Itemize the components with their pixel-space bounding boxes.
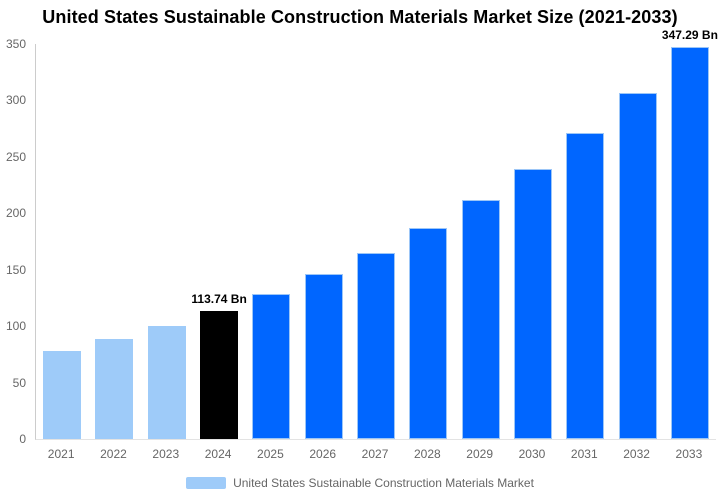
data-label-2033: 347.29 Bn [661,28,718,42]
bar-2021 [43,351,82,439]
bar-column-2027 [350,253,402,439]
bar-column-2030 [507,169,559,439]
chart-title: United States Sustainable Construction M… [42,7,678,27]
bar-column-2025 [245,294,297,439]
y-tick-label-50: 50 [12,375,26,390]
bar-2031 [566,133,605,439]
x-tick-label-2027: 2027 [361,447,389,461]
bar-2028 [409,228,448,439]
x-tick-label-2026: 2026 [309,447,337,461]
bar-column-2032 [611,93,663,439]
bar-2023 [147,326,186,439]
y-tick-label-350: 350 [5,37,26,51]
bar-2025 [252,294,291,439]
bars-container: 113.74 Bn 347.29 Bn [36,28,718,439]
legend: United States Sustainable Construction M… [0,475,720,491]
bar-column-2028 [402,228,454,439]
x-tick-label-2028: 2028 [413,447,441,461]
bar-column-2026 [298,274,350,439]
data-label-2024: 113.74 Bn [191,292,247,306]
y-axis: 0 50 100 150 200 250 300 350 [0,37,26,446]
legend-swatch-icon [186,477,227,489]
y-tick-label-200: 200 [5,206,26,221]
bar-2032 [618,93,657,439]
plot-area: 113.74 Bn 347.29 Bn [35,28,718,440]
x-tick-label-2025: 2025 [257,447,284,461]
bar-2030 [513,169,552,439]
bar-2033 [670,47,709,439]
bar-2024 [200,311,239,439]
y-tick-label-100: 100 [5,319,26,334]
x-tick-label-2033: 2033 [675,447,703,461]
bar-column-2024: 113.74 Bn [191,292,247,439]
bar-2026 [304,274,343,439]
bar-column-2022 [88,339,140,439]
x-tick-label-2032: 2032 [623,447,650,461]
x-tick-label-2029: 2029 [466,447,493,461]
x-tick-label-2030: 2030 [518,447,546,461]
y-tick-label-0: 0 [19,432,26,446]
bar-2022 [95,339,134,439]
bar-column-2033: 347.29 Bn [661,28,718,439]
x-tick-label-2022: 2022 [100,447,127,461]
bar-column-2031 [559,133,611,439]
bar-2029 [461,200,500,439]
bar-2027 [357,253,396,439]
legend-label: United States Sustainable Construction M… [233,476,534,490]
x-tick-label-2024: 2024 [204,447,232,461]
y-tick-label-150: 150 [5,262,26,277]
x-tick-label-2021: 2021 [47,447,75,461]
bar-column-2023 [141,326,193,439]
x-tick-label-2031: 2031 [570,447,598,461]
bar-column-2029 [455,200,507,439]
bar-column-2021 [36,351,88,439]
legend-item[interactable]: United States Sustainable Construction M… [186,475,534,491]
x-axis: 2021 2022 2023 2024 2025 2026 2027 2028 2029 2030… [35,446,715,462]
x-tick-label-2023: 2023 [152,447,180,461]
y-tick-label-300: 300 [5,93,26,108]
y-tick-label-250: 250 [5,149,26,164]
